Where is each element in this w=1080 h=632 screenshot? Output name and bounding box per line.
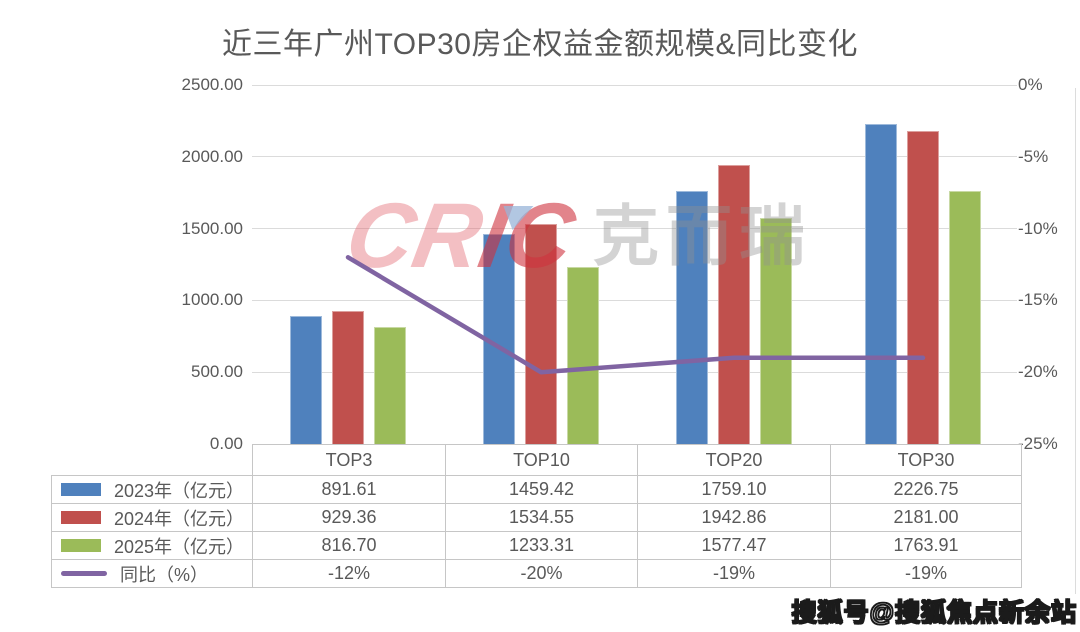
- legend-label: 2024年（亿元）: [114, 508, 245, 529]
- right-axis-tick: [990, 228, 1017, 230]
- bar-top20-2025年: [760, 217, 792, 444]
- bar-top30-2024年: [907, 130, 939, 444]
- table-cell: 816.70: [252, 531, 446, 560]
- chart-title: 近三年广州TOP30房企权益金额规模&同比变化: [221, 28, 858, 61]
- table-cell: 1534.55: [445, 503, 638, 532]
- right-axis-tick: [990, 371, 1017, 373]
- bar-top20-2023年: [676, 191, 708, 444]
- gridline: [252, 156, 990, 158]
- table-cell: 2226.75: [830, 475, 1022, 504]
- table-row-label: 2024年（亿元）: [51, 503, 253, 532]
- bar-group-top3: [290, 310, 406, 444]
- right-axis-tick: [990, 299, 1017, 301]
- legend-entry: 2023年（亿元）: [52, 477, 252, 503]
- table-row: 2024年（亿元） 929.36 1534.55 1942.86 2181.00: [51, 503, 1022, 532]
- table-corner-blank: [52, 445, 253, 476]
- gridline: [252, 299, 990, 301]
- legend-entry: 同比（%）: [52, 561, 252, 587]
- legend-entry: 2024年（亿元）: [52, 505, 252, 531]
- table-cell: 891.61: [252, 475, 446, 504]
- bar-top20-2024年: [718, 165, 750, 444]
- table-header-row: TOP3 TOP10 TOP20 TOP30: [52, 444, 1022, 476]
- table-header-top3: TOP3: [252, 444, 446, 476]
- bar-top3-2023年: [290, 316, 322, 444]
- y-axis-label-left: 1000.00: [181, 290, 243, 310]
- table-cell: -19%: [830, 559, 1022, 588]
- gridline: [252, 228, 990, 230]
- table-cell: 1759.10: [637, 475, 831, 504]
- table-cell: 1459.42: [445, 475, 638, 504]
- y-axis-label-left: 0.00: [209, 434, 243, 453]
- y-axis-label-left: 2000.00: [181, 146, 243, 166]
- plot-area: [252, 84, 990, 445]
- sohu-watermark: 搜狐号@搜狐焦点新余站: [791, 598, 1077, 627]
- table-row-label: 2025年（亿元）: [51, 531, 253, 560]
- table-row: 2023年（亿元） 891.61 1459.42 1759.10 2226.75: [51, 475, 1022, 504]
- y-axis-label-right: -15%: [1018, 290, 1058, 310]
- table-cell: 929.36: [252, 503, 446, 532]
- table-row-label: 同比（%）: [51, 559, 253, 588]
- data-table: TOP3 TOP10 TOP20 TOP30 2023年（亿元） 891.61 14…: [51, 444, 1022, 588]
- gridline: [252, 84, 990, 86]
- y-axis-label-left: 1500.00: [181, 218, 243, 238]
- yoy-line-layer: [345, 255, 926, 375]
- table-row-label: 2023年（亿元）: [51, 475, 253, 504]
- bar-top3-2025年: [374, 326, 406, 444]
- table-cell: 1942.86: [637, 503, 831, 532]
- table-row: 同比（%） -12% -20% -19% -19%: [51, 559, 1022, 588]
- yoy-line: [345, 255, 926, 375]
- y-axis-label-right: -10%: [1018, 218, 1058, 238]
- legend-label: 2023年（亿元）: [114, 480, 245, 501]
- table-cell: -20%: [445, 559, 638, 588]
- table-cell: 1233.31: [445, 531, 638, 560]
- y-axis-label-right: -5%: [1018, 146, 1049, 166]
- table-header-top10: TOP10: [445, 444, 638, 476]
- y-axis-label-left: 2500.00: [181, 75, 243, 94]
- bar-group-top20: [676, 165, 792, 444]
- legend-label: 2025年（亿元）: [114, 536, 245, 557]
- table-header-top20: TOP20: [637, 444, 831, 476]
- legend-bar-swatch: [61, 539, 101, 552]
- bar-top10-2024年: [525, 223, 557, 444]
- table-cell: -12%: [252, 559, 446, 588]
- bar-top3-2024年: [332, 310, 364, 444]
- table-cell: 2181.00: [830, 503, 1022, 532]
- right-axis-tick: [990, 84, 1017, 86]
- right-axis-tick: [990, 156, 1017, 158]
- y-axis-label-left: 500.00: [191, 362, 243, 382]
- bar-group-top30: [865, 124, 981, 444]
- legend-label: 同比（%）: [120, 564, 209, 585]
- legend-bar-swatch: [61, 483, 101, 496]
- bar-top30-2023年: [865, 124, 897, 444]
- table-cell: -19%: [637, 559, 831, 588]
- table-header-top30: TOP30: [830, 444, 1022, 476]
- table-row: 2025年（亿元） 816.70 1233.31 1577.47 1763.91: [51, 531, 1022, 560]
- y-axis-label-right: 0%: [1018, 75, 1043, 94]
- table-cell: 1763.91: [830, 531, 1022, 560]
- table-cell: 1577.47: [637, 531, 831, 560]
- bar-top30-2025年: [949, 190, 981, 444]
- y-axis-label-right: -20%: [1018, 362, 1058, 382]
- bar-top10-2025年: [567, 266, 599, 444]
- legend-line-swatch: [61, 571, 107, 576]
- legend-bar-swatch: [61, 511, 101, 524]
- right-edge-divider: [1075, 88, 1076, 594]
- bar-group-top10: [483, 223, 599, 444]
- gridline: [252, 371, 990, 373]
- legend-entry: 2025年（亿元）: [52, 533, 252, 559]
- y-axis-label-right: -25%: [1018, 434, 1058, 453]
